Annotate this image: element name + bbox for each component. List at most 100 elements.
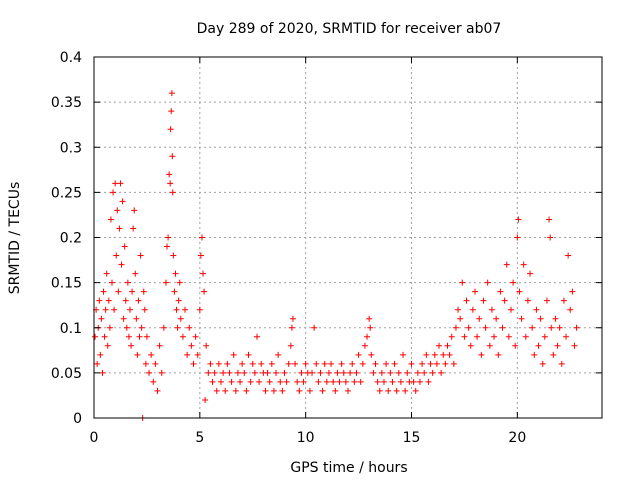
data-point [287,342,294,349]
data-point [190,360,197,367]
data-point [529,324,536,331]
data-point [446,351,453,358]
data-point [515,216,522,223]
data-point [302,360,309,367]
data-point [94,360,101,367]
data-point [493,315,500,322]
data-point [247,378,254,385]
data-point [547,234,554,241]
data-point [298,369,305,376]
x-tick-label: 10 [297,430,315,446]
data-point [253,333,260,340]
data-point [179,333,186,340]
data-point [319,387,326,394]
data-point [429,369,436,376]
data-point [107,216,114,223]
data-point [459,279,466,286]
data-point [251,369,258,376]
data-point [120,315,127,322]
data-point [182,306,189,313]
data-point [168,108,175,115]
data-point [201,288,208,295]
data-point [197,252,204,259]
data-point [211,369,218,376]
data-point [368,351,375,358]
data-point [143,333,150,340]
data-point [292,360,299,367]
data-point [140,288,147,295]
data-point [234,369,241,376]
data-point [448,333,455,340]
data-point [503,261,510,268]
data-point [359,360,366,367]
data-point [137,252,144,259]
data-point [364,333,371,340]
data-point [207,360,214,367]
data-point [330,378,337,385]
data-point [480,297,487,304]
data-point [289,315,296,322]
data-point [484,279,491,286]
data-point [440,351,447,358]
data-point [154,387,161,394]
data-point [423,351,430,358]
data-point [569,288,576,295]
data-point [347,369,354,376]
data-point [125,333,132,340]
data-point [404,369,411,376]
data-point [142,360,149,367]
data-point [277,378,284,385]
data-point [294,378,301,385]
data-point [548,324,555,331]
data-point [488,306,495,313]
data-point [113,252,120,259]
data-point [169,153,176,160]
data-point [573,324,580,331]
y-tick-label: 0.1 [60,321,82,337]
x-tick-label: 0 [90,430,99,446]
data-point [283,378,290,385]
data-point [121,243,128,250]
data-point [285,360,292,367]
data-point [175,297,182,304]
data-point [512,342,519,349]
data-point [425,378,432,385]
data-point [258,360,265,367]
data-point [126,306,133,313]
data-point [114,207,121,214]
data-point [117,180,124,187]
data-point [172,270,179,277]
data-point [567,306,574,313]
data-point [122,297,129,304]
data-point [220,369,227,376]
data-point [546,216,553,223]
data-point [241,369,248,376]
data-point [389,378,396,385]
data-point [486,342,493,349]
y-tick-label: 0 [73,411,82,427]
data-point [495,351,502,358]
data-point [334,369,341,376]
chart-title: Day 289 of 2020, SRMTID for receiver ab0… [197,21,502,37]
data-point [268,360,275,367]
data-point [531,351,538,358]
data-point [111,306,118,313]
data-point [345,387,351,394]
data-point [115,288,122,295]
data-points [92,90,580,421]
data-point [169,189,176,196]
data-point [554,342,561,349]
data-point [110,189,117,196]
data-point [281,369,288,376]
data-point [370,369,377,376]
data-point [427,360,434,367]
data-point [96,297,103,304]
data-point [472,288,478,295]
data-point [108,279,115,286]
data-point [510,279,517,286]
data-point [130,225,137,232]
data-point [450,360,457,367]
data-point [102,306,109,313]
data-point [105,297,112,304]
